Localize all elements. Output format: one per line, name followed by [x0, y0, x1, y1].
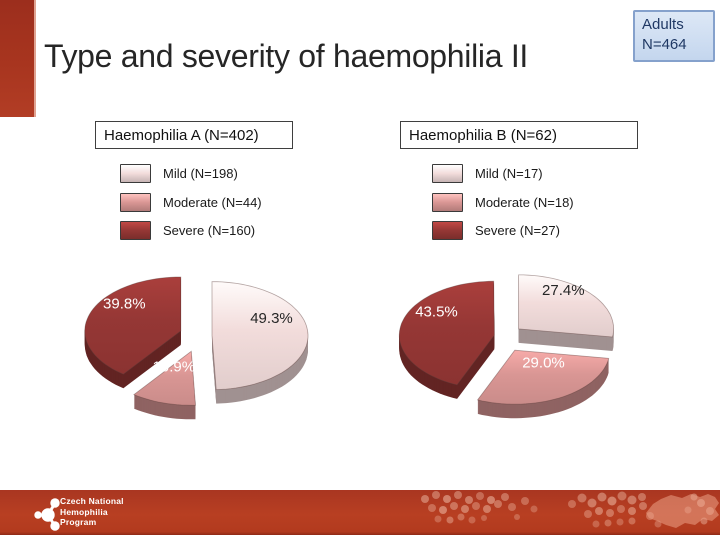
legend-item-a-moderate: Moderate (N=44): [120, 193, 262, 212]
slice-label: 39.8%: [103, 295, 146, 312]
adults-badge: Adults N=464: [633, 10, 715, 62]
chart-b-title-box: Haemophilia B (N=62): [400, 121, 638, 149]
left-accent-bar: [0, 0, 36, 117]
chart-b-title: Haemophilia B (N=62): [409, 126, 557, 144]
footer-decor: [34, 491, 719, 531]
legend-item-b-severe: Severe (N=27): [432, 221, 560, 240]
slice-label: 27.4%: [542, 282, 585, 299]
legend-item-a-mild: Mild (N=198): [120, 164, 238, 183]
logo-line-2: Hemophilia: [60, 506, 108, 517]
chart-a-title: Haemophilia A (N=402): [104, 126, 259, 144]
legend-item-a-severe: Severe (N=160): [120, 221, 255, 240]
legend-label: Moderate (N=44): [163, 195, 262, 210]
slice-label: 10.9%: [153, 358, 196, 375]
slice-label: 43.5%: [415, 304, 458, 321]
logo-line-1: Czech National: [60, 496, 124, 506]
legend-swatch-mild: [432, 164, 463, 183]
badge-count: N=464: [642, 36, 687, 53]
slide-title: Type and severity of haemophilia II: [44, 38, 529, 74]
legend-item-b-mild: Mild (N=17): [432, 164, 543, 183]
legend-swatch-severe: [432, 221, 463, 240]
legend-swatch-severe: [120, 221, 151, 240]
legend-label: Mild (N=17): [475, 166, 543, 181]
footer-bar: [0, 490, 720, 535]
chart-a-title-box: Haemophilia A (N=402): [95, 121, 293, 149]
czech-map-shape: [646, 494, 719, 528]
legend-swatch-moderate: [120, 193, 151, 212]
pie-chart-a: 49.3% 10.9% 39.8%: [84, 276, 309, 420]
legend-swatch-moderate: [432, 193, 463, 212]
logo-line-3: Program: [60, 517, 97, 527]
legend-swatch-mild: [120, 164, 151, 183]
legend-label: Severe (N=160): [163, 223, 256, 238]
legend-item-b-moderate: Moderate (N=18): [432, 193, 574, 212]
legend-label: Severe (N=27): [475, 223, 560, 238]
legend-label: Mild (N=198): [163, 166, 238, 181]
footer-logo-text: Czech National Hemophilia Program: [60, 496, 124, 528]
slice-label: 29.0%: [522, 354, 565, 371]
legend-label: Moderate (N=18): [475, 195, 574, 210]
pie-chart-b: 27.4% 29.0% 43.5%: [398, 274, 615, 419]
hemophilia-program-logo-icon: [34, 498, 60, 531]
badge-population-label: Adults: [642, 16, 684, 33]
slice-label: 49.3%: [250, 310, 293, 327]
